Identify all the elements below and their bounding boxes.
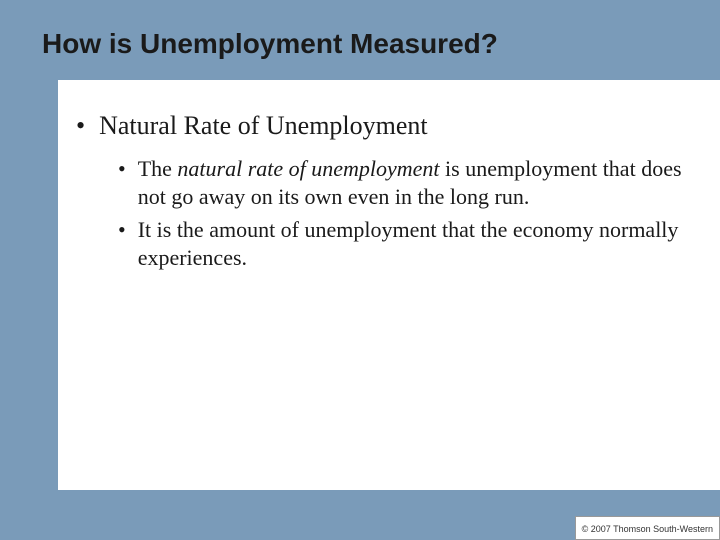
text-prefix: The: [138, 156, 178, 181]
bullet-level1: • Natural Rate of Unemployment: [68, 110, 690, 141]
title-area: How is Unemployment Measured?: [0, 0, 720, 80]
bullet-level2: • It is the amount of unemployment that …: [68, 216, 690, 271]
bullet-level1-text: Natural Rate of Unemployment: [99, 110, 428, 141]
bullet-level2-text-a: The natural rate of unemployment is unem…: [138, 155, 690, 210]
bullet-marker: •: [118, 216, 126, 244]
italic-term: natural rate of unemployment: [177, 156, 439, 181]
bullet-marker: •: [76, 110, 85, 141]
copyright-text: © 2007 Thomson South-Western: [582, 524, 713, 534]
bullet-level2: • The natural rate of unemployment is un…: [68, 155, 690, 210]
slide-title: How is Unemployment Measured?: [42, 28, 690, 60]
content-panel: • Natural Rate of Unemployment • The nat…: [58, 80, 720, 490]
bullet-level2-text-b: It is the amount of unemployment that th…: [138, 216, 690, 271]
copyright-box: © 2007 Thomson South-Western: [575, 516, 720, 540]
bullet-marker: •: [118, 155, 126, 183]
